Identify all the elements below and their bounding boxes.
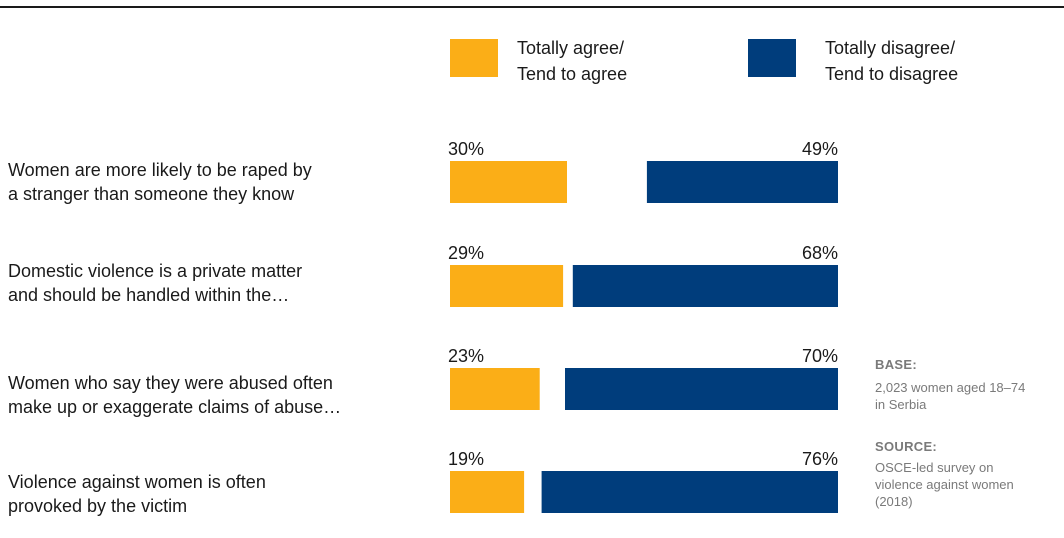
legend-label-agree: Totally agree/ Tend to agree <box>517 38 628 84</box>
data-label-disagree: 76% <box>802 449 838 469</box>
bar-disagree <box>572 265 838 307</box>
bar-disagree <box>541 471 838 513</box>
bar-agree <box>450 471 525 513</box>
bar-disagree <box>565 368 838 410</box>
base-title: BASE: <box>875 357 917 372</box>
data-label-agree: 30% <box>448 139 484 159</box>
bar-agree <box>450 368 540 410</box>
data-label-disagree: 49% <box>802 139 838 159</box>
data-label-agree: 19% <box>448 449 484 469</box>
source-title: SOURCE: <box>875 439 938 454</box>
statement-label: Women are more likely to be raped by a s… <box>8 160 312 204</box>
data-label-disagree: 68% <box>802 243 838 263</box>
bar-disagree <box>646 161 838 203</box>
statement-label: Violence against women is often provoked… <box>8 472 266 516</box>
statement-label: Domestic violence is a private matter an… <box>8 261 303 305</box>
base-text: 2,023 women aged 18–74 in Serbia <box>875 380 1026 412</box>
bar-agree <box>450 265 564 307</box>
source-text: OSCE-led survey on violence against wome… <box>875 460 1014 509</box>
legend-swatch-agree <box>450 39 498 77</box>
legend-label-disagree: Totally disagree/ Tend to disagree <box>825 38 959 84</box>
top-rule <box>0 6 1064 8</box>
statement-label: Women who say they were abused often mak… <box>8 373 342 417</box>
bar-agree <box>450 161 567 203</box>
data-label-agree: 29% <box>448 243 484 263</box>
data-label-disagree: 70% <box>802 346 838 366</box>
legend-swatch-disagree <box>748 39 796 77</box>
data-label-agree: 23% <box>448 346 484 366</box>
